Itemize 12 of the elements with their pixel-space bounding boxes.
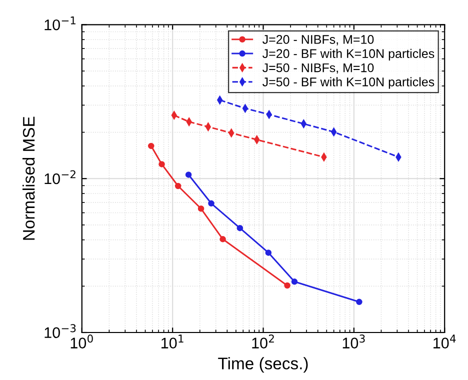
x-tick-label: 10$^{2}$ <box>252 334 274 348</box>
x-tick-label: 10$^{3}$ <box>342 334 365 348</box>
x-tick-label: 10$^{4}$ <box>434 334 456 348</box>
x-tick-label: 10$^{1}$ <box>162 334 184 348</box>
legend-label: J=50 - NIBFs, M=10 <box>262 63 374 74</box>
legend-label: J=20 - NIBFs, M=10 <box>262 35 374 46</box>
y-axis-title: Normalised MSE <box>22 116 35 240</box>
legend-label: J=50 - BF with K=10N particles <box>262 77 434 89</box>
y-tick-label: 10$^{−1}$ <box>44 16 76 30</box>
legend-label: J=20 - BF with K=10N particles <box>262 48 434 61</box>
x-axis-title: Time (secs.) <box>218 357 308 373</box>
y-tick-label: 10$^{−2}$ <box>44 170 76 184</box>
